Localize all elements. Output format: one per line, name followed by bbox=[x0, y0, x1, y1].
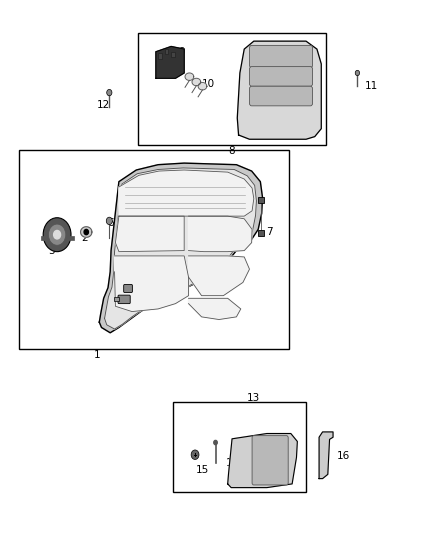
FancyBboxPatch shape bbox=[250, 67, 313, 86]
Circle shape bbox=[84, 229, 88, 235]
Bar bbox=[19, 150, 289, 349]
Circle shape bbox=[43, 217, 71, 252]
Polygon shape bbox=[116, 216, 184, 252]
Text: 7: 7 bbox=[266, 227, 272, 237]
Bar bbox=[258, 230, 264, 236]
Bar bbox=[68, 236, 74, 240]
Polygon shape bbox=[192, 78, 201, 86]
Text: 1: 1 bbox=[94, 350, 100, 360]
Circle shape bbox=[106, 217, 113, 224]
Polygon shape bbox=[115, 256, 188, 312]
FancyBboxPatch shape bbox=[124, 285, 132, 293]
FancyBboxPatch shape bbox=[250, 86, 313, 106]
Polygon shape bbox=[188, 298, 241, 319]
Circle shape bbox=[191, 450, 199, 459]
Polygon shape bbox=[99, 163, 262, 333]
Polygon shape bbox=[198, 83, 207, 90]
Bar bbox=[171, 52, 175, 57]
Circle shape bbox=[107, 90, 112, 96]
Circle shape bbox=[53, 230, 60, 239]
Text: 16: 16 bbox=[336, 451, 350, 461]
Text: 2: 2 bbox=[81, 233, 88, 244]
Text: 8: 8 bbox=[229, 146, 235, 156]
Circle shape bbox=[48, 224, 66, 245]
Bar bbox=[165, 49, 168, 54]
Text: 4: 4 bbox=[131, 287, 138, 297]
Polygon shape bbox=[188, 256, 250, 296]
FancyBboxPatch shape bbox=[118, 295, 130, 304]
Text: 11: 11 bbox=[365, 81, 378, 91]
Bar bbox=[114, 297, 119, 302]
Circle shape bbox=[214, 440, 217, 445]
Polygon shape bbox=[237, 41, 321, 139]
Polygon shape bbox=[228, 433, 297, 488]
Polygon shape bbox=[105, 168, 256, 329]
Polygon shape bbox=[81, 227, 92, 237]
FancyBboxPatch shape bbox=[252, 435, 288, 485]
FancyBboxPatch shape bbox=[250, 45, 313, 68]
Text: 15: 15 bbox=[196, 465, 209, 474]
Bar bbox=[158, 53, 162, 59]
Text: 13: 13 bbox=[247, 393, 261, 403]
Text: 14: 14 bbox=[226, 458, 239, 467]
Polygon shape bbox=[188, 216, 252, 252]
Polygon shape bbox=[319, 432, 333, 479]
Text: 10: 10 bbox=[201, 78, 215, 88]
Text: 6: 6 bbox=[107, 218, 113, 228]
Polygon shape bbox=[156, 46, 184, 78]
Text: 9: 9 bbox=[179, 47, 185, 56]
Polygon shape bbox=[185, 73, 194, 80]
Bar bbox=[173, 402, 306, 492]
Polygon shape bbox=[119, 170, 254, 216]
Bar bbox=[138, 33, 325, 144]
Text: 12: 12 bbox=[97, 100, 110, 110]
Bar bbox=[258, 197, 264, 203]
Circle shape bbox=[355, 70, 360, 76]
Bar bbox=[41, 236, 46, 240]
Text: 3: 3 bbox=[48, 246, 55, 256]
Text: 5: 5 bbox=[118, 298, 124, 309]
